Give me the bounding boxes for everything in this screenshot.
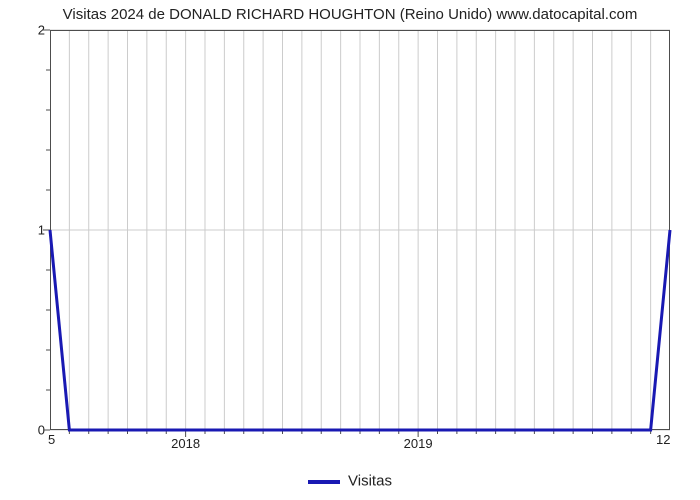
legend-label: Visitas [348, 473, 392, 490]
y-tick-label: 2 [5, 23, 45, 38]
x-major-label: 2018 [171, 436, 200, 451]
x-left-corner-label: 5 [48, 432, 55, 447]
plot-area [50, 30, 670, 430]
x-right-corner-label: 12 [656, 432, 670, 447]
chart-svg [50, 30, 670, 430]
x-major-label: 2019 [404, 436, 433, 451]
legend-swatch [308, 480, 340, 484]
chart-title: Visitas 2024 de DONALD RICHARD HOUGHTON … [0, 6, 700, 23]
chart-container: Visitas 2024 de DONALD RICHARD HOUGHTON … [0, 0, 700, 500]
y-tick-label: 0 [5, 423, 45, 438]
legend: Visitas [0, 472, 700, 490]
y-tick-label: 1 [5, 223, 45, 238]
